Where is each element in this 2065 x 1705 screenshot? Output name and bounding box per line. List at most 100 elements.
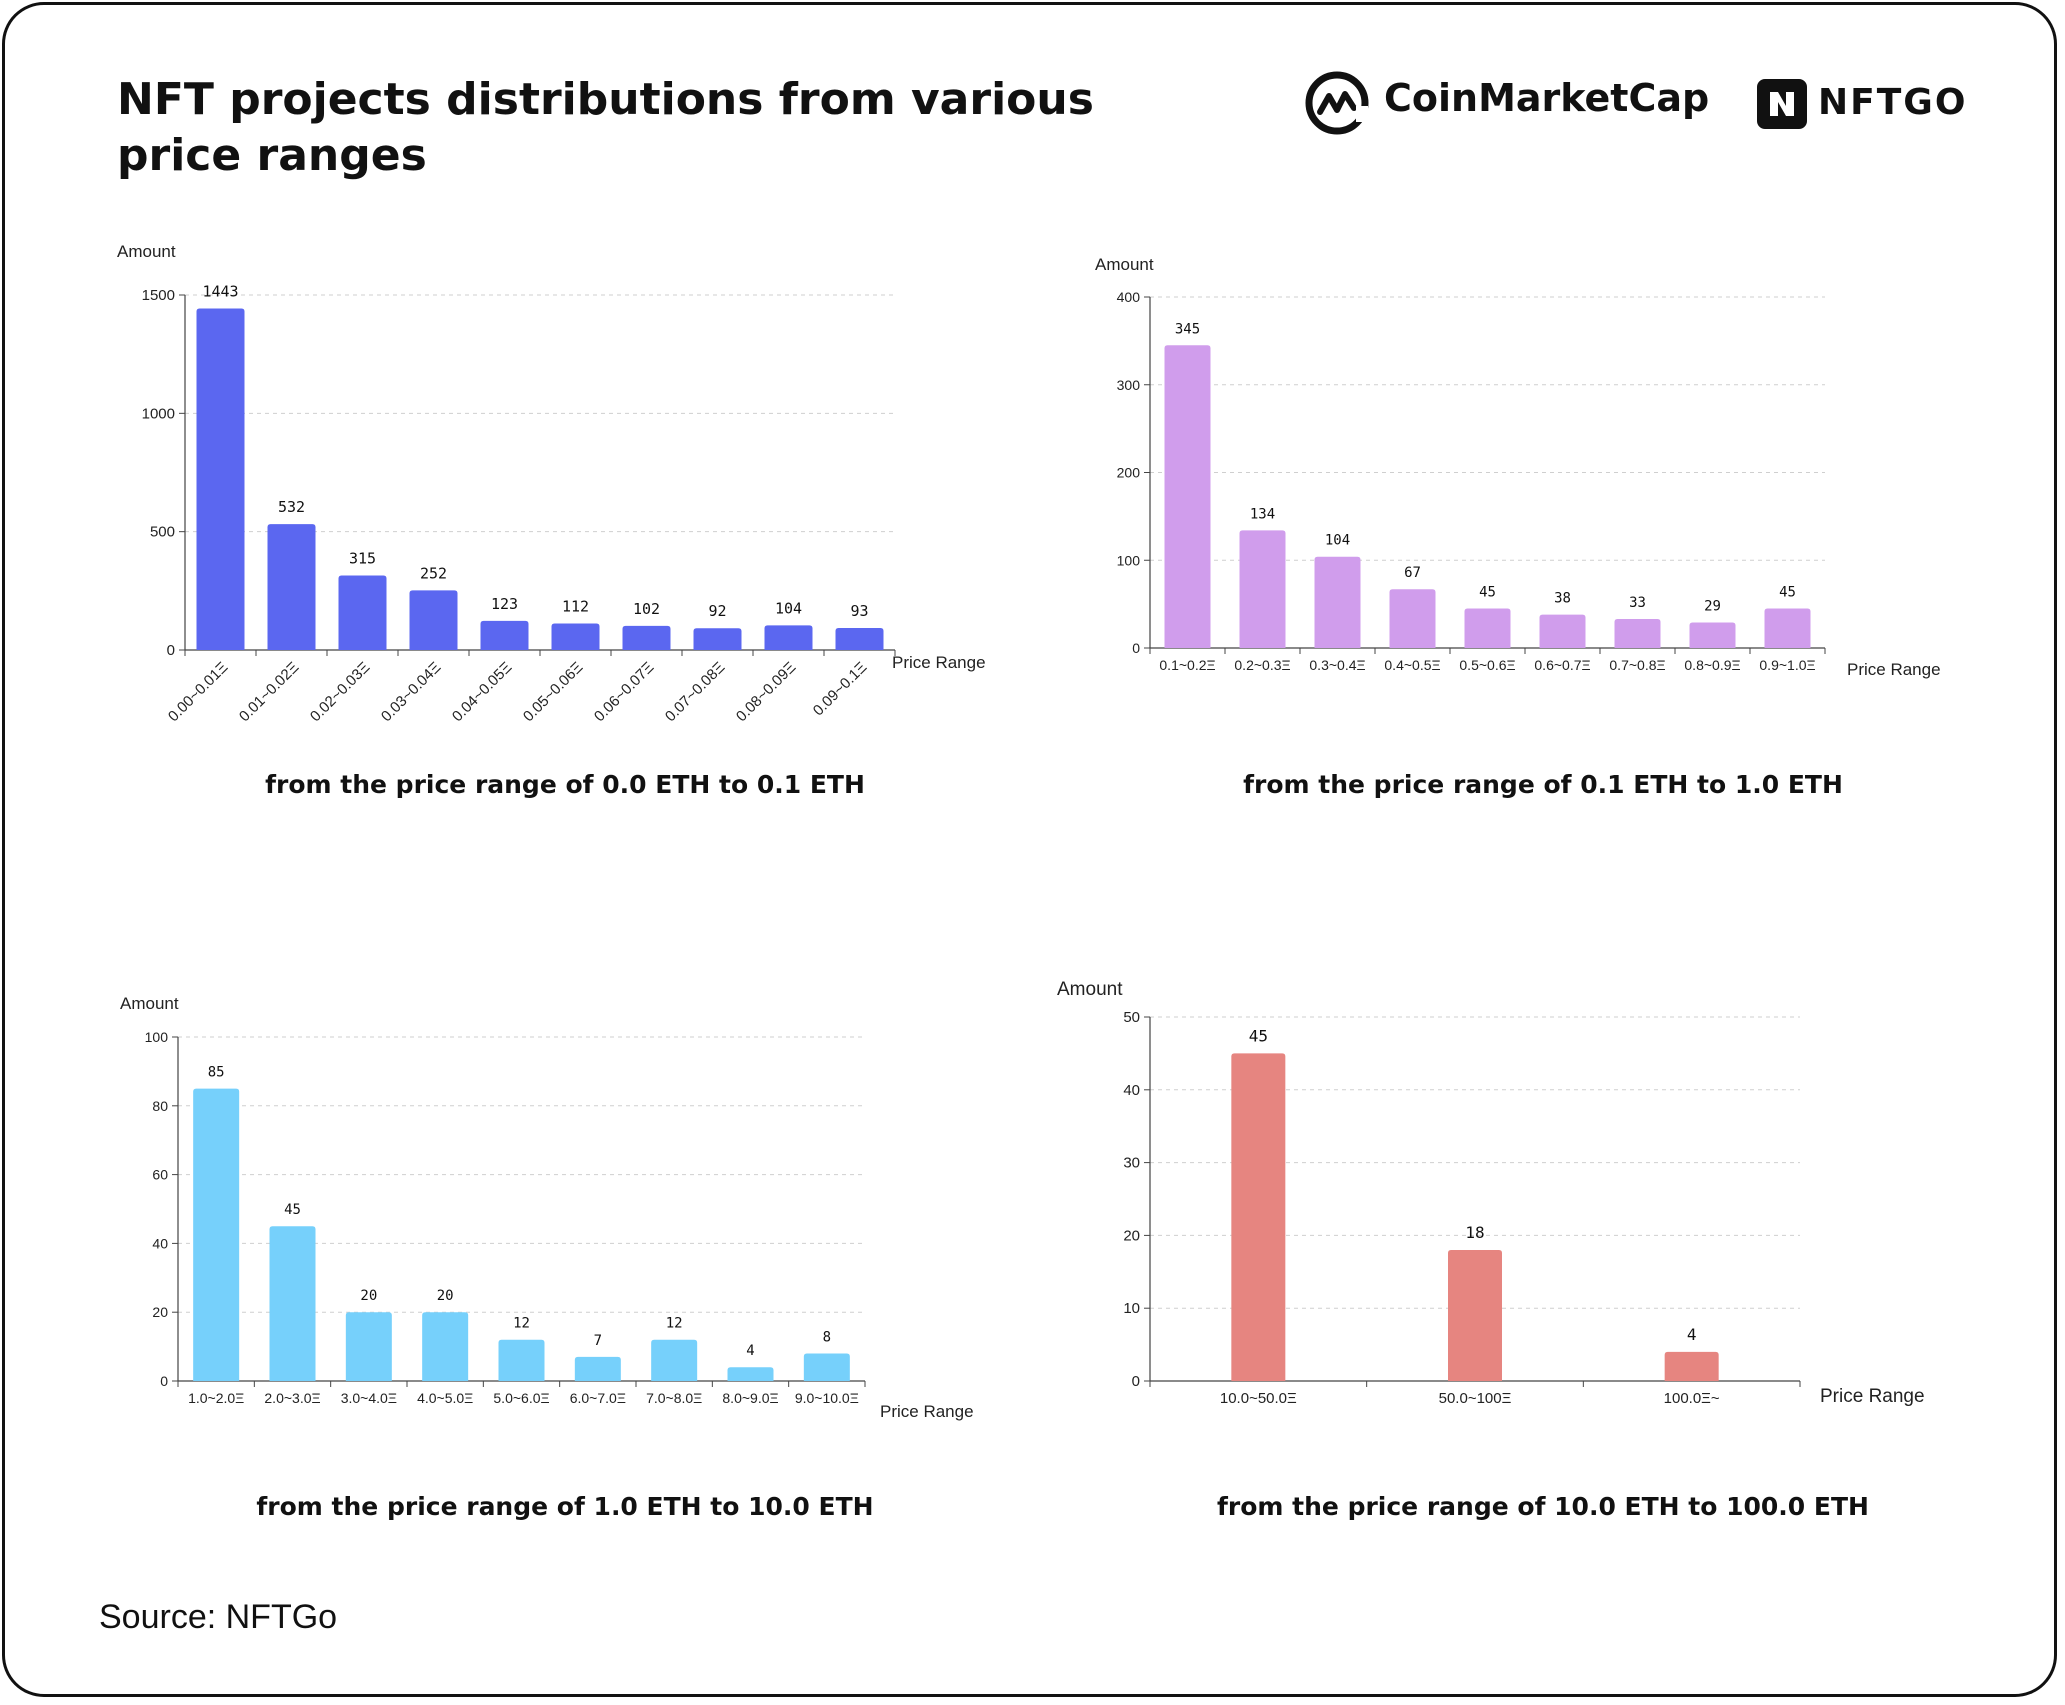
data-label: 4 xyxy=(746,1343,754,1359)
x-tick-label: 0.02~0.03Ξ xyxy=(307,659,374,726)
bar-chart-0-1-to-1-0: Amount 0 100 200 300 400 345 0.1~0.2Ξ 134 0.2~0.3… xyxy=(1095,255,1941,679)
x-tick-label: 0.09~0.1Ξ xyxy=(810,659,871,720)
x-tick-label: 0.1~0.2Ξ xyxy=(1159,657,1215,673)
y-tick-label: 0 xyxy=(167,642,175,659)
y-tick-label: 1000 xyxy=(142,405,175,422)
data-label: 20 xyxy=(437,1288,454,1304)
data-label: 45 xyxy=(1249,1026,1268,1045)
data-label: 29 xyxy=(1704,599,1721,615)
x-tick-label: 0.08~0.09Ξ xyxy=(733,659,800,726)
bar xyxy=(1664,1351,1719,1381)
data-label: 134 xyxy=(1250,506,1275,522)
x-tick-label: 2.0~3.0Ξ xyxy=(264,1390,320,1406)
data-label: 532 xyxy=(278,498,305,516)
bar xyxy=(764,625,813,650)
data-label: 45 xyxy=(1479,585,1496,601)
bar xyxy=(422,1312,469,1381)
x-tick-label: 0.5~0.6Ξ xyxy=(1459,657,1515,673)
y-axis-label: Amount xyxy=(117,242,176,261)
data-label: 45 xyxy=(1779,585,1796,601)
y-axis-label: Amount xyxy=(120,994,179,1013)
x-tick-label: 0.01~0.02Ξ xyxy=(236,659,303,726)
data-label: 67 xyxy=(1404,565,1421,581)
x-tick-label: 8.0~9.0Ξ xyxy=(722,1390,778,1406)
bar xyxy=(409,590,458,650)
x-axis-label: Price Range xyxy=(892,653,986,672)
data-label: 4 xyxy=(1687,1325,1697,1344)
data-label: 1443 xyxy=(202,282,238,300)
chart-caption-10-0-to-100-0: from the price range of 10.0 ETH to 100.… xyxy=(1217,1492,1869,1521)
y-tick-label: 100 xyxy=(1117,552,1141,568)
bar xyxy=(338,575,387,650)
bar xyxy=(803,1353,850,1381)
x-tick-label: 100.0Ξ~ xyxy=(1664,1390,1720,1407)
bar xyxy=(196,308,245,650)
x-tick-label: 4.0~5.0Ξ xyxy=(417,1390,473,1406)
y-axis-label: Amount xyxy=(1095,255,1154,274)
bar xyxy=(551,623,600,650)
data-label: 104 xyxy=(1325,533,1350,549)
bar xyxy=(1764,608,1811,648)
x-axis-label: Price Range xyxy=(1847,660,1941,679)
y-tick-label: 20 xyxy=(1123,1227,1140,1244)
bar xyxy=(1539,614,1586,648)
bar xyxy=(727,1367,774,1381)
data-label: 12 xyxy=(513,1316,530,1332)
bar xyxy=(835,627,884,650)
y-tick-label: 500 xyxy=(150,524,175,541)
data-label: 123 xyxy=(491,595,518,613)
y-tick-label: 50 xyxy=(1123,1009,1140,1026)
bar xyxy=(1464,608,1511,648)
y-axis-label: Amount xyxy=(1057,979,1123,1000)
x-tick-label: 1.0~2.0Ξ xyxy=(188,1390,244,1406)
bar xyxy=(622,625,671,650)
bar xyxy=(1239,530,1286,648)
x-tick-label: 0.7~0.8Ξ xyxy=(1609,657,1665,673)
coinmarketcap-logo: CoinMarketCap xyxy=(1302,68,1709,138)
y-tick-label: 0 xyxy=(1132,1373,1140,1390)
data-label: 102 xyxy=(633,600,660,618)
y-tick-label: 100 xyxy=(145,1029,169,1045)
data-label: 20 xyxy=(360,1288,377,1304)
x-tick-label: 0.2~0.3Ξ xyxy=(1234,657,1290,673)
nftgo-icon xyxy=(1757,79,1807,129)
data-label: 315 xyxy=(349,549,376,567)
x-tick-label: 10.0~50.0Ξ xyxy=(1220,1390,1297,1407)
data-label: 38 xyxy=(1554,591,1571,607)
y-tick-label: 40 xyxy=(152,1235,168,1251)
data-label: 112 xyxy=(562,597,589,615)
bar-chart-10-0-to-100-0: Amount 0 10 20 30 40 50 45 10.0~50.0Ξ 18 50.0~100Ξ… xyxy=(1057,979,1925,1407)
data-label: 33 xyxy=(1629,595,1646,611)
y-tick-label: 80 xyxy=(152,1098,168,1114)
nftgo-wordmark: NFTGO xyxy=(1818,82,1968,123)
page-title: NFT projects distributions from various … xyxy=(117,74,1094,181)
x-tick-label: 9.0~10.0Ξ xyxy=(795,1390,859,1406)
data-label: 7 xyxy=(594,1333,602,1349)
y-tick-label: 20 xyxy=(152,1304,168,1320)
x-tick-label: 0.3~0.4Ξ xyxy=(1309,657,1365,673)
bar xyxy=(193,1088,240,1381)
bar xyxy=(267,524,316,650)
bar xyxy=(651,1339,698,1381)
x-tick-label: 7.0~8.0Ξ xyxy=(646,1390,702,1406)
chart-caption-1-0-to-10-0: from the price range of 1.0 ETH to 10.0 … xyxy=(256,1492,874,1521)
y-tick-label: 1500 xyxy=(142,287,175,304)
bar xyxy=(498,1339,545,1381)
source-note: Source: NFTGo xyxy=(99,1598,338,1636)
x-tick-label: 0.6~0.7Ξ xyxy=(1534,657,1590,673)
bar xyxy=(1448,1249,1502,1381)
bar xyxy=(693,628,742,650)
y-tick-label: 400 xyxy=(1117,289,1141,305)
data-label: 45 xyxy=(284,1202,301,1218)
bar xyxy=(480,620,529,650)
data-label: 345 xyxy=(1175,321,1200,337)
y-tick-label: 10 xyxy=(1123,1300,1140,1317)
y-tick-label: 300 xyxy=(1117,377,1141,393)
x-tick-label: 0.9~1.0Ξ xyxy=(1759,657,1815,673)
y-tick-label: 200 xyxy=(1117,465,1141,481)
bar xyxy=(1231,1053,1286,1381)
y-tick-label: 40 xyxy=(1123,1082,1140,1099)
data-label: 104 xyxy=(775,599,802,617)
x-tick-label: 50.0~100Ξ xyxy=(1439,1390,1512,1407)
chart-panel-0-1-to-1-0: Amount 0 100 200 300 400 345 0.1~0.2Ξ 134 0.2~0.3… xyxy=(1080,245,2000,695)
